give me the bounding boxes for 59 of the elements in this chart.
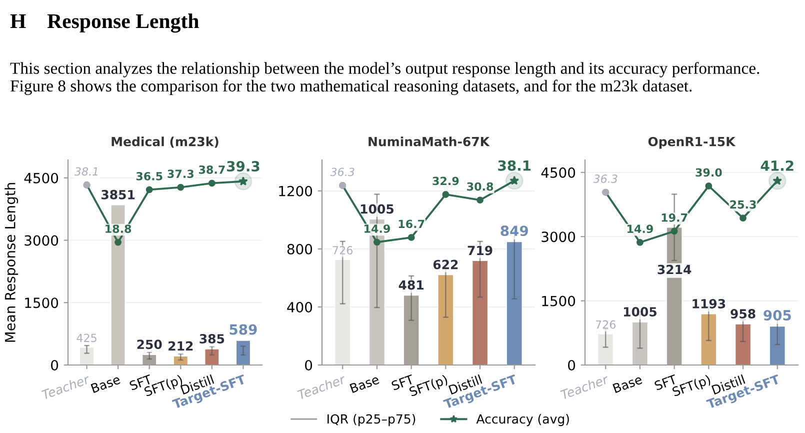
data-label: 622 — [433, 260, 458, 270]
text: This section analyzes the relationship between the model’s output response length and its accuracy performance. Figure 8 shows the comparison for the two mathematical reasoning datasets, and for the m23k dataset. — [10, 62, 760, 96]
y-tick-label: 0 — [305, 360, 312, 370]
data-label: 14.9 — [628, 224, 653, 234]
data-label: 726 — [596, 320, 616, 329]
data-label: 16.7 — [398, 220, 424, 228]
data-label: 25.3 — [730, 200, 756, 209]
y-tick-label: 0 — [568, 360, 576, 370]
data-label: 39.0 — [696, 168, 722, 177]
data-label: 849 — [500, 226, 528, 236]
y-tick-label: 400 — [287, 302, 312, 312]
y-tick-label: 1500 — [25, 298, 58, 308]
text: H Response Length — [10, 14, 199, 33]
data-label: 41.2 — [760, 160, 794, 171]
legend-label: Accuracy (avg) — [476, 414, 569, 426]
data-label: 38.7 — [198, 165, 225, 174]
data-label: 1193 — [692, 298, 726, 308]
data-label: 589 — [230, 324, 257, 335]
y-tick-label: 0 — [51, 360, 58, 370]
y-tick-label: 3000 — [542, 232, 576, 242]
x-tick-label: Base — [612, 374, 643, 394]
y-tick-label: 3000 — [24, 235, 58, 246]
data-label: 19.7 — [662, 213, 688, 222]
y-tick-label: 1200 — [279, 186, 312, 196]
y-tick-label: 4500 — [24, 172, 58, 184]
data-label: 37.3 — [168, 170, 194, 178]
data-label: 905 — [764, 310, 791, 320]
chart-title: OpenR1-15K — [648, 136, 736, 149]
data-label: 38.1 — [498, 160, 531, 171]
data-label: 36.5 — [136, 172, 162, 180]
data-label: 14.9 — [364, 224, 390, 233]
data-label: 719 — [468, 246, 492, 256]
y-tick-label: 1500 — [542, 296, 576, 306]
data-label: 385 — [200, 334, 224, 344]
text: IQR (p25–p75) — [328, 414, 416, 426]
y-axis-title: Mean Response Length — [4, 183, 18, 342]
data-label: 39.3 — [227, 161, 260, 172]
data-label: 32.9 — [432, 176, 459, 186]
data-label: 36.3 — [330, 168, 354, 176]
y-tick-label: 4500 — [541, 167, 576, 178]
data-label: 726 — [332, 246, 353, 254]
data-label: 30.8 — [467, 182, 494, 191]
x-tick-label: Base — [90, 374, 121, 394]
data-label: 1005 — [360, 204, 394, 214]
data-label: 250 — [137, 340, 162, 350]
x-tick-label: Base — [350, 374, 380, 394]
data-label: 3214 — [658, 264, 692, 274]
data-label: 481 — [398, 280, 424, 290]
data-label: 18.8 — [106, 224, 132, 233]
data-label: 38.1 — [74, 167, 98, 176]
chart-title: NuminaMath-67K — [368, 136, 490, 146]
data-label: 425 — [76, 334, 96, 342]
chart-title: Medical (m23k) — [112, 136, 218, 148]
data-label: 212 — [168, 341, 193, 351]
y-tick-label: 800 — [287, 244, 312, 254]
data-label: 1005 — [624, 307, 656, 316]
data-label: 3851 — [102, 190, 135, 200]
data-label: 36.3 — [593, 174, 618, 183]
data-label: 958 — [730, 309, 756, 319]
